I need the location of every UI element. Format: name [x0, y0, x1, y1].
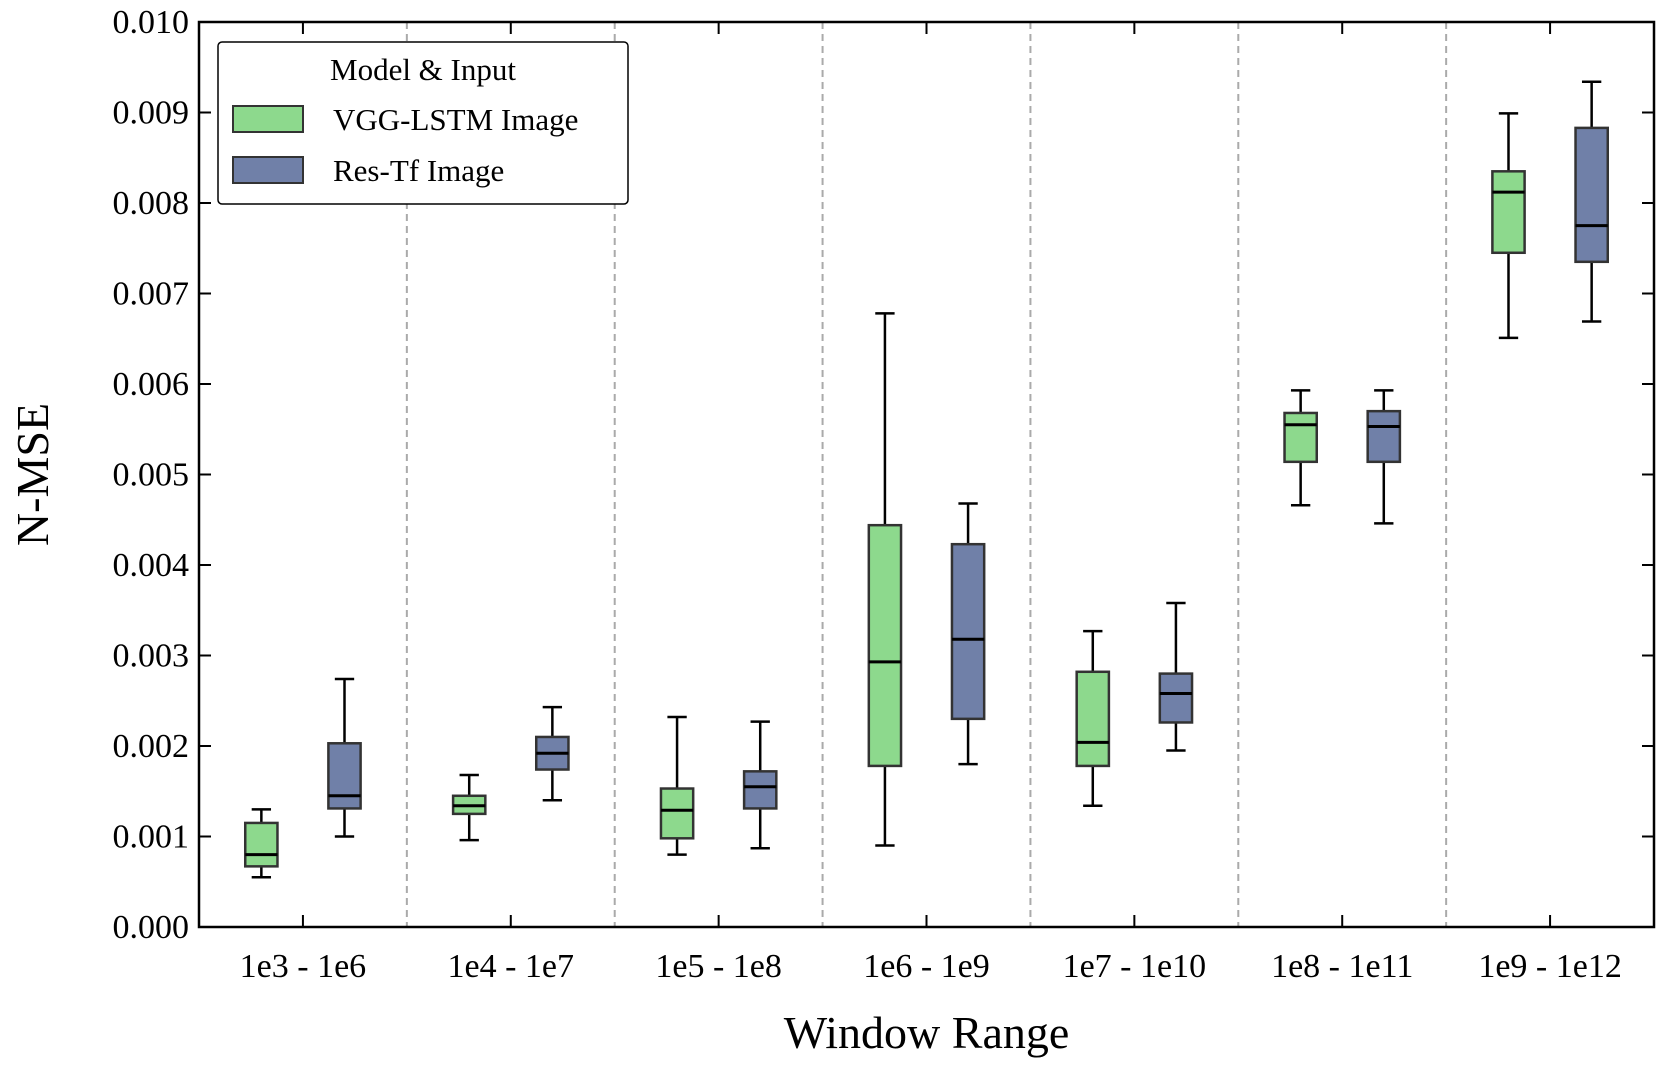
iqr-box — [327, 742, 362, 810]
box-vgg-lstm — [451, 773, 487, 842]
legend-swatch-vgg-lstm — [232, 105, 304, 133]
box-res-tf — [1158, 601, 1194, 752]
box-plot-series — [243, 80, 1610, 879]
box-vgg-lstm — [1283, 389, 1319, 507]
box-res-tf — [327, 677, 362, 838]
box-vgg-lstm — [1491, 112, 1526, 340]
iqr-box — [867, 523, 903, 768]
iqr-box — [659, 787, 695, 840]
legend: Model & Input VGG-LSTM Image Res-Tf Imag… — [217, 41, 629, 205]
box-vgg-lstm — [243, 808, 279, 879]
iqr-box — [1491, 170, 1526, 255]
iqr-box — [1283, 411, 1319, 464]
y-tick-label: 0.000 — [113, 909, 190, 946]
y-tick-label: 0.007 — [113, 276, 190, 313]
box-res-tf — [742, 720, 778, 850]
y-tick-label: 0.002 — [113, 728, 190, 765]
x-tick-label: 1e3 - 1e6 — [240, 948, 367, 985]
x-tick-label: 1e5 - 1e8 — [655, 948, 782, 985]
x-axis: 1e3 - 1e6 1e4 - 1e7 1e5 - 1e8 1e6 - 1e9 1e7 … — [240, 22, 1622, 985]
box-vgg-lstm — [1075, 629, 1111, 807]
y-tick-label: 0.001 — [113, 819, 190, 856]
iqr-box — [1075, 670, 1111, 768]
iqr-box — [1366, 409, 1402, 464]
legend-label-vgg-lstm: VGG-LSTM Image — [333, 102, 578, 137]
legend-swatch-res-tf — [232, 156, 304, 184]
y-tick-label: 0.008 — [113, 185, 190, 222]
y-tick-label: 0.010 — [113, 4, 190, 41]
iqr-box — [243, 821, 279, 868]
x-tick-label: 1e6 - 1e9 — [863, 948, 990, 985]
x-tick-label: 1e9 - 1e12 — [1478, 948, 1622, 985]
legend-frame — [217, 41, 629, 205]
x-tick-label: 1e7 - 1e10 — [1063, 948, 1207, 985]
y-tick-label: 0.006 — [113, 366, 190, 403]
box-res-tf — [950, 502, 986, 766]
iqr-box — [1574, 126, 1610, 264]
iqr-box — [950, 542, 986, 721]
box-res-tf — [1574, 80, 1610, 323]
y-tick-label: 0.004 — [113, 547, 190, 584]
y-axis: 0.000 0.001 0.002 0.003 0.004 0.005 0.006 0.007… — [113, 4, 1654, 946]
box-res-tf — [1366, 389, 1402, 525]
x-axis-title: Window Range — [784, 1007, 1070, 1058]
iqr-box — [1158, 672, 1194, 724]
box-res-tf — [534, 705, 570, 802]
y-tick-label: 0.005 — [113, 457, 190, 494]
box-vgg-lstm — [659, 715, 695, 856]
y-axis-title: N-MSE — [7, 403, 58, 546]
x-tick-label: 1e4 - 1e7 — [448, 948, 575, 985]
y-tick-label: 0.009 — [113, 95, 190, 132]
legend-title: Model & Input — [330, 52, 516, 87]
legend-label-res-tf: Res-Tf Image — [333, 153, 504, 188]
box-vgg-lstm — [867, 312, 903, 847]
x-tick-label: 1e8 - 1e11 — [1271, 948, 1413, 985]
iqr-box — [742, 770, 778, 810]
y-tick-label: 0.003 — [113, 638, 190, 675]
